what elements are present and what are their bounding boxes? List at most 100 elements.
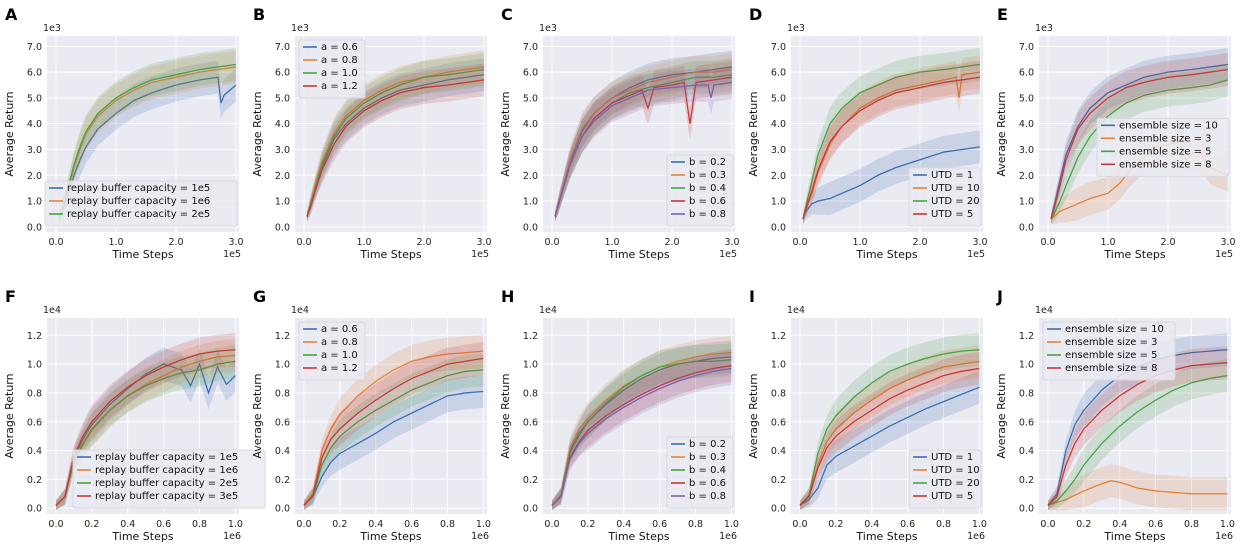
x-tick-label: 0.4 xyxy=(864,519,879,530)
y-tick-label: 0.0 xyxy=(1019,222,1034,233)
x-tick-label: 0.6 xyxy=(156,519,171,530)
legend-entry: a = 0.6 xyxy=(321,42,358,53)
series-line xyxy=(1050,68,1229,220)
panel-H: H 0.0 0.2 0.4 0.6 0.8 1.0 1.2 0.0 0.2 0.4 0.6 0.8 1.0… xyxy=(499,287,739,543)
y-tick-label: 0.2 xyxy=(27,475,42,486)
y-tick-label: 0.4 xyxy=(27,446,42,457)
y-tick-label: 3.0 xyxy=(275,145,290,156)
legend-box xyxy=(298,39,366,99)
y-tick-label: 0.6 xyxy=(275,417,290,428)
series-line xyxy=(551,367,732,506)
panel-letter: E xyxy=(997,5,1008,24)
x-tick-label: 3.0 xyxy=(724,237,739,248)
series-line xyxy=(551,364,732,506)
legend-entry: a = 0.8 xyxy=(321,55,358,66)
y-tick-label: 0.0 xyxy=(275,504,290,515)
x-tick-label: 1.0 xyxy=(228,519,243,530)
x-tick-label: 0.0 xyxy=(48,237,63,248)
legend-entry: b = 0.4 xyxy=(689,465,726,476)
y-tick-label: 1.2 xyxy=(27,331,42,342)
y-tick-label: 0.0 xyxy=(771,504,786,515)
y-tick-label: 5.0 xyxy=(771,93,786,104)
series-band xyxy=(555,60,732,222)
x-tick-label: 1.0 xyxy=(1220,519,1235,530)
legend-entry: replay buffer capacity = 3e5 xyxy=(95,491,238,502)
legend: ensemble size = 10 ensemble size = 3 ensem… xyxy=(1096,117,1230,177)
panel-D: D 0.0 1.0 2.0 3.0 4.0 5.0 6.0 7.0 0.0 1.0 2.0 3.0 1e3… xyxy=(747,5,988,261)
legend-entry: b = 0.6 xyxy=(689,196,726,207)
y-tick-label: 0.0 xyxy=(275,222,290,233)
series-band xyxy=(59,50,236,224)
x-offset-label: 1e6 xyxy=(719,531,737,542)
panel-letter: F xyxy=(5,287,16,306)
y-tick-label: 4.0 xyxy=(771,119,786,130)
legend-box xyxy=(44,180,238,227)
legend: replay buffer capacity = 1e5 replay buffe… xyxy=(72,449,266,509)
legend-entry: UTD = 1 xyxy=(931,170,973,181)
x-tick-label: 1.0 xyxy=(476,519,491,530)
y-offset-label: 1e4 xyxy=(539,305,557,316)
series-line xyxy=(55,362,236,506)
y-tick-label: 7.0 xyxy=(523,42,538,53)
series-band xyxy=(303,375,484,511)
series-band xyxy=(799,344,980,511)
series-line xyxy=(799,367,980,506)
series-line xyxy=(1047,362,1228,506)
y-axis-label: Average Return xyxy=(499,373,512,458)
x-tick-label: 0.2 xyxy=(332,519,347,530)
x-tick-label: 2.0 xyxy=(416,237,431,248)
x-tick-label: 3.0 xyxy=(1220,237,1235,248)
y-tick-label: 2.0 xyxy=(1019,171,1034,182)
x-tick-label: 0.2 xyxy=(828,519,843,530)
y-axis-label: Average Return xyxy=(251,373,264,458)
y-tick-label: 0.4 xyxy=(523,446,538,457)
y-tick-label: 4.0 xyxy=(1019,119,1034,130)
legend-entry: UTD = 20 xyxy=(931,478,980,489)
legend: b = 0.2 b = 0.3 b = 0.4 b = 0.6 b = 0.8 xyxy=(666,154,734,227)
legend-entry: replay buffer capacity = 1e6 xyxy=(95,465,238,476)
series-line xyxy=(551,351,732,506)
panel-letter: I xyxy=(749,287,755,306)
legend-entry: ensemble size = 8 xyxy=(1065,363,1158,374)
y-tick-label: 6.0 xyxy=(523,68,538,79)
x-axis-label: Time Steps xyxy=(1103,248,1165,261)
y-axis-label: Average Return xyxy=(3,91,16,176)
y-tick-label: 0.0 xyxy=(523,222,538,233)
y-tick-label: 7.0 xyxy=(275,42,290,53)
legend-entry: UTD = 5 xyxy=(931,209,973,220)
legend-entry: a = 1.2 xyxy=(321,81,358,92)
panel-F: F 0.0 0.2 0.4 0.6 0.8 1.0 1.2 0.0 0.2 0.4 0.6 0.8 1.0… xyxy=(3,287,266,543)
y-tick-label: 0.4 xyxy=(1019,446,1034,457)
x-tick-label: 0.8 xyxy=(192,519,207,530)
y-tick-label: 5.0 xyxy=(27,93,42,104)
series-line xyxy=(303,357,484,506)
series-line xyxy=(303,390,484,506)
x-offset-label: 1e6 xyxy=(223,531,241,542)
y-tick-label: 0.2 xyxy=(275,475,290,486)
y-tick-label: 0.6 xyxy=(771,417,786,428)
legend-box xyxy=(908,449,982,509)
x-tick-label: 3.0 xyxy=(476,237,491,248)
series-line xyxy=(802,63,981,220)
y-offset-label: 1e3 xyxy=(291,23,309,34)
x-tick-label: 0.2 xyxy=(1076,519,1091,530)
x-axis-label: Time Steps xyxy=(359,248,421,261)
series-band xyxy=(555,65,732,222)
series-line xyxy=(802,146,981,220)
legend: a = 0.6 a = 0.8 a = 1.0 a = 1.2 xyxy=(298,39,366,99)
x-tick-label: 1.0 xyxy=(108,237,123,248)
y-tick-label: 7.0 xyxy=(1019,42,1034,53)
series-band xyxy=(803,55,980,224)
y-offset-label: 1e3 xyxy=(539,23,557,34)
x-tick-label: 0.0 xyxy=(792,519,807,530)
y-tick-label: 0.2 xyxy=(1019,475,1034,486)
x-tick-label: 2.0 xyxy=(664,237,679,248)
legend: b = 0.2 b = 0.3 b = 0.4 b = 0.6 b = 0.8 xyxy=(666,436,734,509)
legend-box xyxy=(908,167,982,227)
x-tick-label: 2.0 xyxy=(912,237,927,248)
series-band xyxy=(551,349,732,511)
panel-letter: B xyxy=(253,5,265,24)
legend-entry: a = 1.2 xyxy=(321,363,358,374)
y-tick-label: 1.2 xyxy=(1019,331,1034,342)
y-tick-label: 6.0 xyxy=(275,68,290,79)
